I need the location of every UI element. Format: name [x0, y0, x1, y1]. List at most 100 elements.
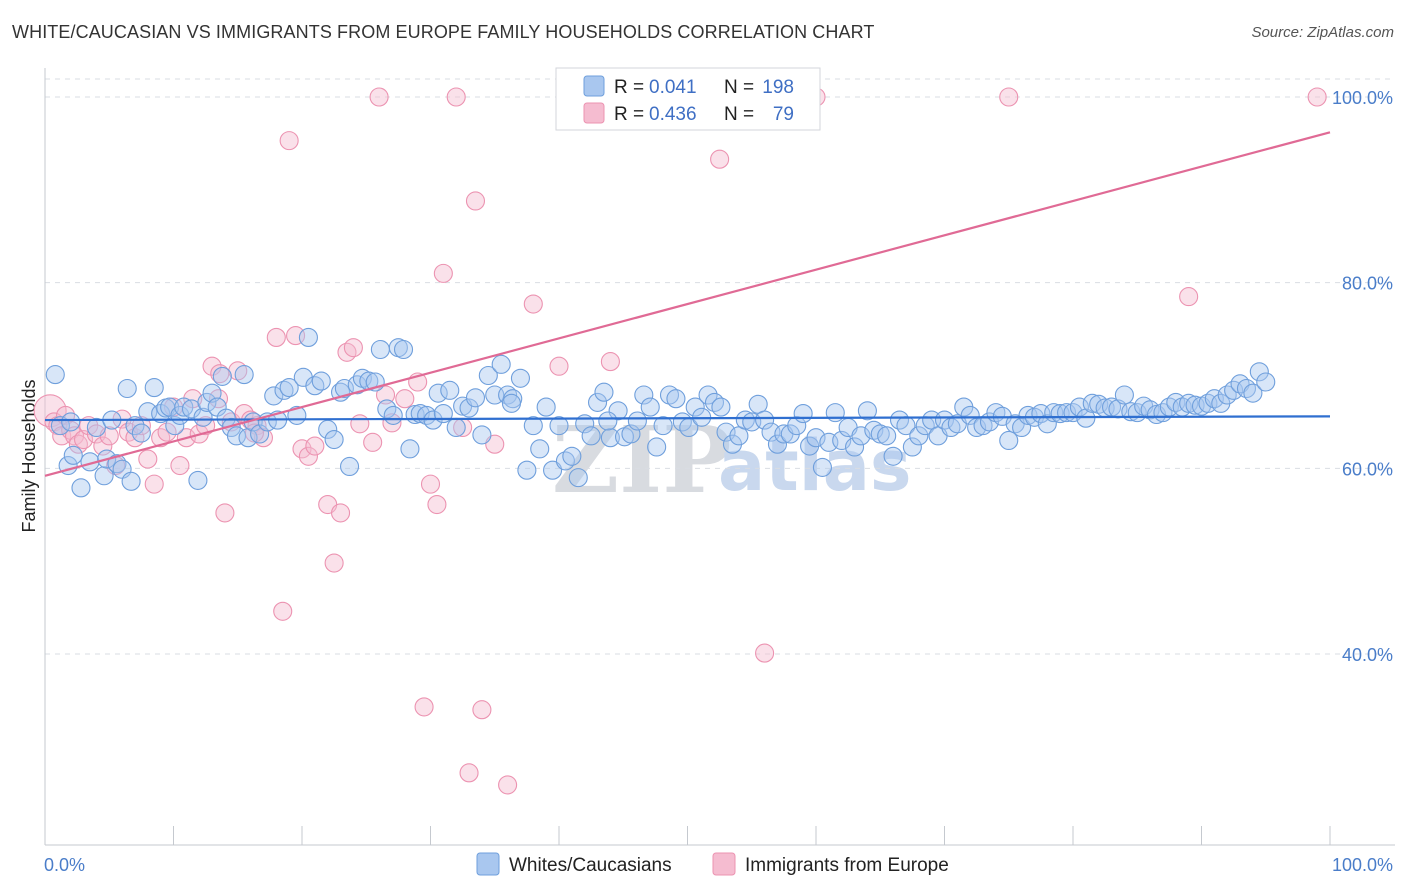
point-whites: [877, 426, 897, 446]
point-immigrants: [755, 643, 775, 663]
point-whites: [491, 354, 511, 374]
point-immigrants: [343, 338, 363, 358]
trend-line-immigrants: [44, 131, 1331, 477]
point-immigrants: [600, 352, 620, 372]
point-immigrants: [350, 414, 370, 434]
point-whites: [767, 434, 788, 454]
point-whites: [125, 416, 145, 436]
chart-title: WHITE/CAUCASIAN VS IMMIGRANTS FROM EUROP…: [12, 22, 875, 42]
point-whites: [647, 437, 667, 457]
point-whites: [45, 365, 65, 385]
point-whites: [857, 401, 877, 421]
watermark-zip: ZIP: [552, 406, 731, 514]
point-whites: [279, 378, 299, 398]
point-immigrants: [157, 422, 177, 442]
point-whites: [428, 383, 448, 403]
point-whites: [634, 385, 654, 405]
point-whites: [1256, 372, 1276, 392]
point-immigrants: [472, 700, 492, 720]
point-immigrants: [131, 416, 151, 436]
point-whites: [117, 378, 137, 399]
point-whites: [1114, 385, 1134, 405]
point-immigrants: [465, 191, 486, 211]
point-immigrants: [369, 87, 389, 107]
point-immigrants: [459, 763, 479, 783]
point-whites: [562, 446, 582, 466]
point-whites: [465, 388, 486, 408]
point-whites: [844, 437, 865, 457]
point-whites: [787, 416, 807, 436]
point-whites: [967, 417, 987, 438]
point-immigrants: [1307, 87, 1327, 107]
point-immigrants: [523, 294, 543, 314]
point-whites: [549, 416, 569, 436]
point-whites: [63, 445, 83, 465]
x-tick-label-end: 100.0%: [1332, 855, 1393, 875]
bottom-legend-swatch-immigrants: [712, 852, 736, 876]
point-whites: [330, 382, 351, 402]
point-whites: [568, 468, 588, 488]
point-immigrants: [485, 434, 505, 454]
point-whites: [870, 424, 890, 444]
point-whites: [311, 371, 331, 391]
legend-r-value-1: 0.041: [649, 77, 697, 98]
point-whites: [864, 420, 884, 440]
point-whites: [659, 385, 680, 405]
point-immigrants: [324, 553, 344, 573]
point-immigrants: [298, 446, 318, 466]
point-immigrants: [210, 364, 230, 384]
point-immigrants: [330, 503, 351, 523]
point-whites: [711, 397, 731, 417]
y-tick-label: 100.0%: [1332, 88, 1393, 108]
point-immigrants: [420, 474, 441, 494]
point-whites: [806, 428, 826, 448]
point-whites: [165, 416, 185, 436]
point-whites: [298, 327, 318, 347]
point-whites: [478, 365, 498, 386]
point-immigrants: [33, 394, 67, 428]
point-immigrants: [1179, 287, 1199, 307]
point-whites: [234, 365, 254, 385]
point-whites: [131, 423, 151, 443]
legend-n-label-2: N =: [724, 104, 754, 125]
point-whites: [459, 398, 479, 418]
point-whites: [250, 424, 270, 444]
point-whites: [640, 397, 660, 417]
point-whites: [274, 380, 294, 400]
point-whites: [698, 385, 718, 405]
legend-n-value-1: 198: [762, 77, 794, 98]
point-whites: [1243, 383, 1263, 403]
point-whites: [197, 392, 217, 412]
point-whites: [212, 366, 232, 386]
point-immigrants: [414, 697, 434, 717]
point-whites: [510, 368, 531, 388]
point-immigrants: [446, 87, 466, 107]
series-whites-caucasians: [45, 327, 1276, 498]
point-whites: [144, 378, 164, 398]
point-whites: [193, 407, 213, 427]
point-immigrants: [253, 428, 274, 448]
bottom-legend-immigrants: Immigrants from Europe: [745, 855, 949, 876]
point-immigrants: [170, 455, 190, 476]
point-whites: [324, 430, 344, 450]
bottom-legend-swatch-whites: [476, 852, 500, 876]
axes: [44, 68, 1395, 846]
point-whites: [61, 412, 81, 432]
x-tick-labels: 0.0% 100.0%: [44, 855, 1393, 875]
point-whites: [446, 417, 466, 438]
point-immigrants: [215, 503, 235, 523]
point-whites: [960, 405, 980, 425]
point-whites: [581, 426, 601, 446]
point-whites: [902, 437, 922, 457]
bottom-legend-whites: Whites/Caucasians: [509, 855, 672, 876]
stats-legend: R = 0.041 N = 198 R = 0.436 N = 79: [555, 67, 821, 131]
point-whites: [627, 411, 647, 431]
y-tick-label: 40.0%: [1342, 645, 1393, 665]
legend-n-label-1: N =: [724, 77, 754, 98]
point-immigrants: [279, 131, 299, 151]
point-whites: [50, 416, 70, 436]
point-immigrants: [999, 87, 1019, 107]
point-whites: [598, 411, 618, 431]
point-immigrants: [710, 149, 730, 169]
